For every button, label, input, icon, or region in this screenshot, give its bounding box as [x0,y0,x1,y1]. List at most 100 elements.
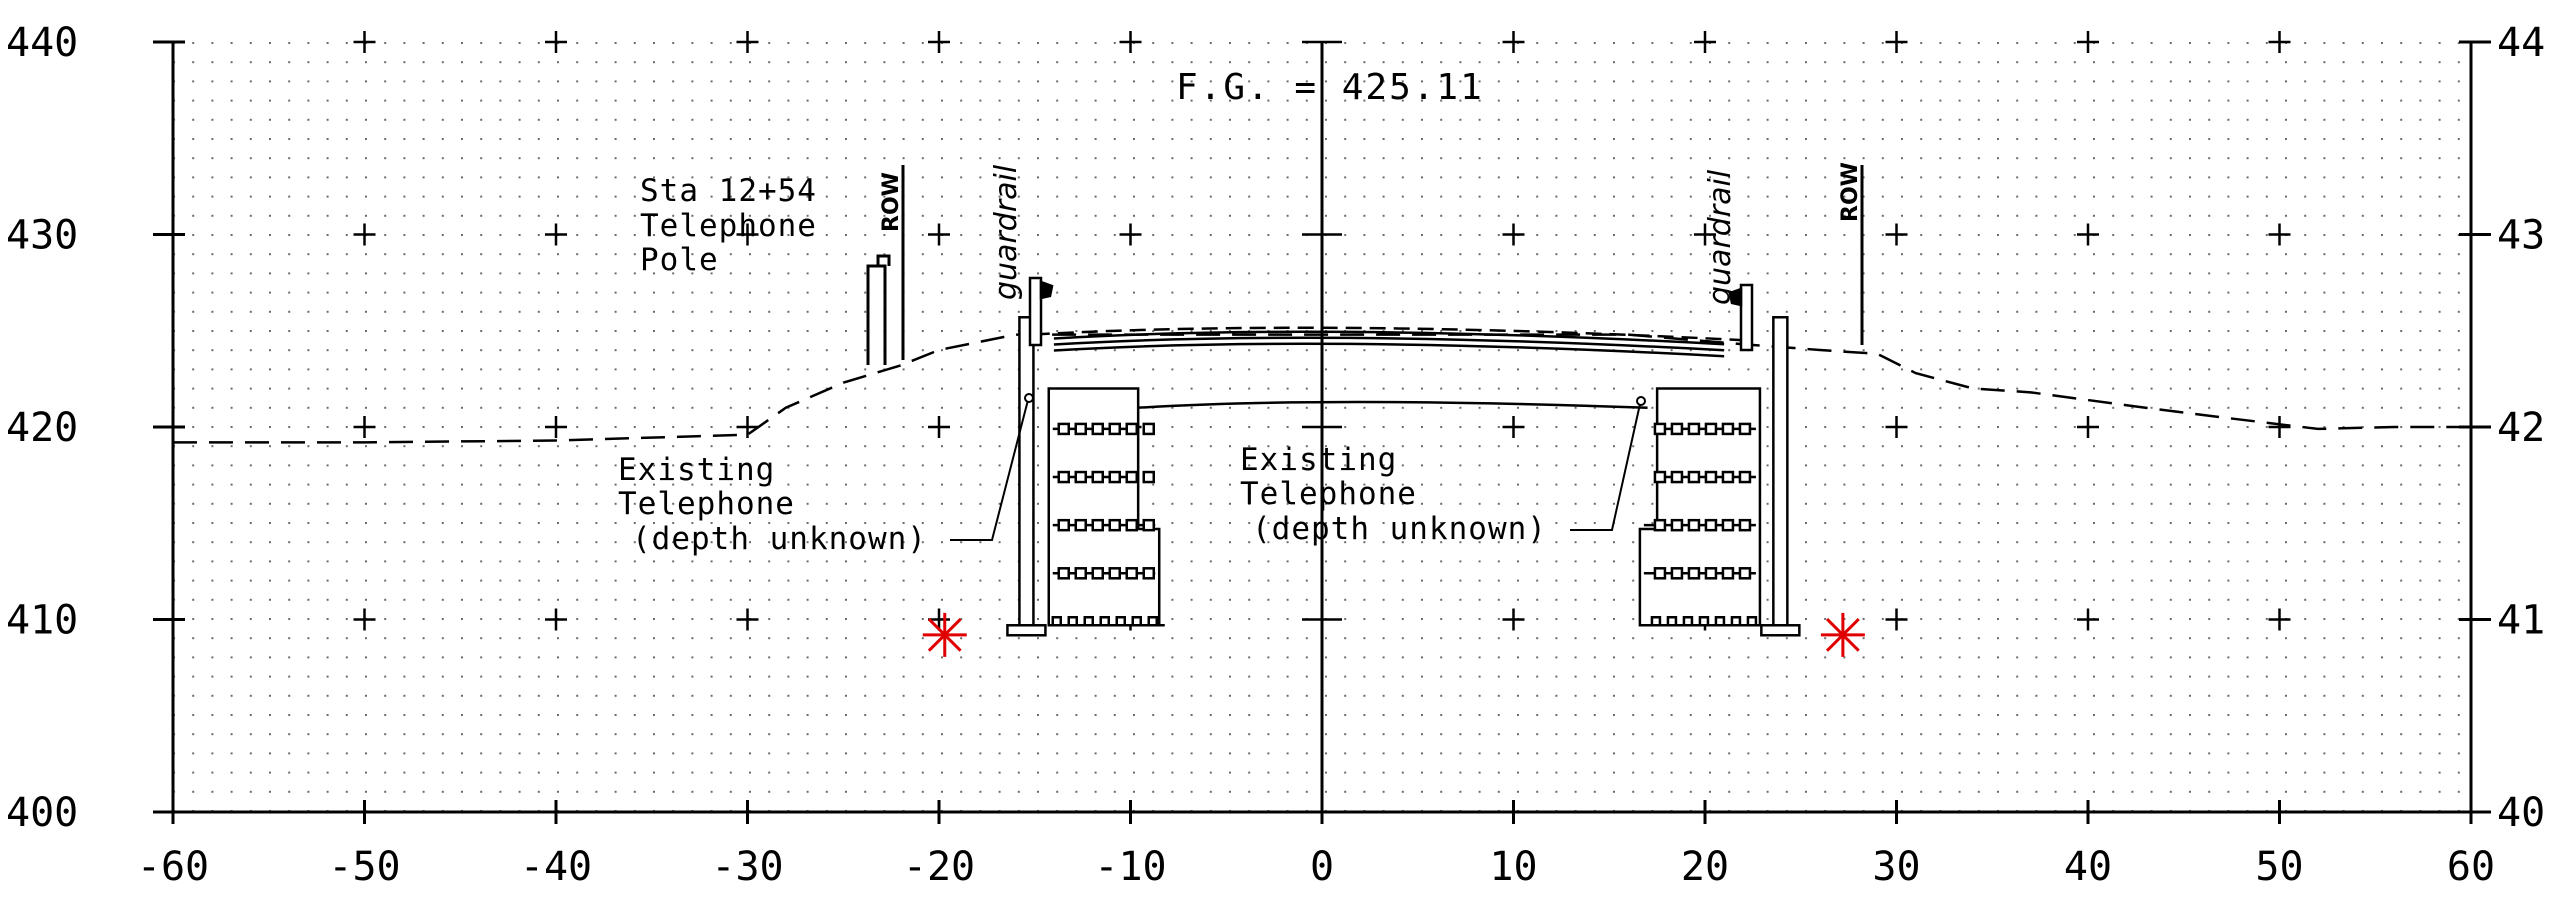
retaining-wall-right [1638,316,1801,637]
guardrail-left [1028,276,1054,347]
wall-block [1670,422,1684,436]
telephone-note-left: Existing Telephone (depth unknown) [618,393,1034,557]
wall-block [1108,518,1121,532]
wall-block [1108,470,1121,484]
wall-block [1670,470,1684,484]
wall-block [1074,567,1087,580]
wall-block [1704,422,1718,436]
survey-markers [922,612,1865,657]
wall-stem [1018,316,1035,627]
wall-block [1738,518,1752,532]
wall-block [1670,567,1684,580]
y-tick-label-left: 400 [6,790,78,836]
wall-footing [1760,624,1801,637]
wall-block [1108,567,1121,580]
wall-block [1670,518,1684,532]
wall-block [1704,567,1718,580]
x-tick-label: -30 [711,844,783,890]
y-tick-label-left: 440 [6,20,78,66]
guardrail-label-right: guardrail [1703,169,1738,305]
wall-block [1721,567,1735,580]
wall-block [1687,518,1701,532]
wall-block [1125,422,1138,436]
row-lines [901,165,1864,360]
y-tick-label-left: 430 [6,213,78,259]
wall-backfill [1047,387,1161,627]
wall-block [1653,518,1667,532]
proposed-pipe-line [1138,400,1648,409]
x-tick-label: -10 [1094,844,1166,890]
wall-block [1142,518,1155,532]
axis-ticks [153,40,2491,824]
wall-block [1653,470,1667,484]
telephone-note-left-line3: (depth unknown) [632,521,927,557]
wall-block [1721,518,1735,532]
wall-block [1057,470,1070,484]
wall-block [1074,470,1087,484]
pole-note: Sta 12+54 Telephone Pole [640,173,817,278]
wall-block [1091,470,1104,484]
wall-block [1721,422,1735,436]
y-tick-label-right: 40 [2497,790,2545,836]
pole-note-line1: Sta 12+54 [640,173,817,209]
wall-block [1704,518,1718,532]
row-label-left: ROW [879,172,904,232]
y-tick-labels: 400 410 420 430 440 40 41 42 43 44 [6,20,2545,836]
guardrail-right [1728,283,1754,352]
y-tick-label-right: 43 [2497,213,2545,259]
pavement-section [1033,326,1745,358]
x-tick-label: -40 [520,844,592,890]
row-label-right: ROW [1838,162,1863,222]
wall-block [1687,470,1701,484]
y-tick-label-right: 44 [2497,20,2545,66]
wall-block [1653,567,1667,580]
wall-block [1738,470,1752,484]
wall-block [1091,567,1104,580]
wall-base-teeth [1643,616,1758,627]
wall-block [1721,470,1735,484]
x-tick-labels: -60 -50 -40 -30 -20 -10 0 10 20 30 40 50 60 [137,844,2495,890]
wall-stem [1772,316,1789,627]
survey-marker [922,612,967,657]
wall-footing [1006,624,1047,637]
x-tick-label: 30 [1872,844,1920,890]
x-tick-label: 50 [2255,844,2303,890]
y-tick-label-left: 410 [6,598,78,644]
x-tick-label: -20 [903,844,975,890]
wall-backfill [1638,387,1762,627]
wall-block [1142,470,1155,484]
wall-block [1738,422,1752,436]
x-tick-label: 40 [2064,844,2112,890]
wall-base-teeth [1051,616,1165,627]
wall-block [1687,567,1701,580]
wall-block [1091,422,1104,436]
wall-block [1091,518,1104,532]
telephone-note-right: Existing Telephone (depth unknown) [1240,396,1646,547]
wall-block [1074,422,1087,436]
pole-note-line2: Telephone [640,208,817,244]
pole-note-line3: Pole [640,242,719,278]
x-tick-label: 60 [2447,844,2495,890]
wall-block [1687,422,1701,436]
wall-block [1057,518,1070,532]
wall-block [1074,518,1087,532]
wall-block [1125,470,1138,484]
x-tick-label: 0 [1310,844,1334,890]
y-tick-label-left: 420 [6,405,78,451]
survey-marker [1820,612,1865,657]
telephone-note-right-line1: Existing [1240,442,1397,478]
y-tick-label-right: 42 [2497,405,2545,451]
y-tick-label-right: 41 [2497,598,2545,644]
telephone-pole [866,254,891,365]
telephone-note-left-line2: Telephone [618,486,795,522]
wall-block [1125,518,1138,532]
x-tick-label: -50 [328,844,400,890]
wall-block [1125,567,1138,580]
x-tick-label: -60 [137,844,209,890]
telephone-note-right-line3: (depth unknown) [1252,511,1547,547]
wall-block [1142,422,1155,436]
wall-block [1653,422,1667,436]
x-tick-label: 20 [1681,844,1729,890]
finished-grade-label: F.G. = 425.11 [1176,67,1484,108]
